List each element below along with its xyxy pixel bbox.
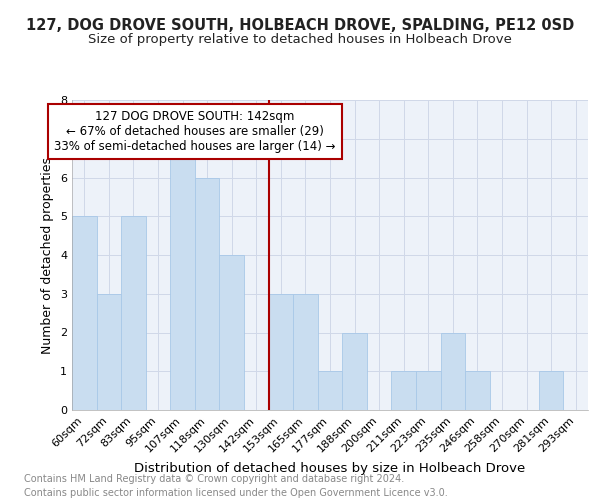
Bar (72, 216, 97, 410)
Bar (465, 371, 490, 410)
Bar (269, 294, 293, 410)
Bar (97, 294, 121, 410)
Text: Contains HM Land Registry data © Crown copyright and database right 2024.
Contai: Contains HM Land Registry data © Crown c… (24, 474, 448, 498)
Y-axis label: Number of detached properties: Number of detached properties (41, 156, 55, 354)
Text: Size of property relative to detached houses in Holbeach Drove: Size of property relative to detached ho… (88, 32, 512, 46)
Bar (539, 371, 563, 410)
Bar (342, 332, 367, 410)
Bar (121, 216, 146, 410)
Bar (440, 332, 465, 410)
Bar (416, 371, 440, 410)
Bar (195, 178, 220, 410)
Text: 127 DOG DROVE SOUTH: 142sqm
← 67% of detached houses are smaller (29)
33% of sem: 127 DOG DROVE SOUTH: 142sqm ← 67% of det… (54, 110, 335, 152)
Text: 127, DOG DROVE SOUTH, HOLBEACH DROVE, SPALDING, PE12 0SD: 127, DOG DROVE SOUTH, HOLBEACH DROVE, SP… (26, 18, 574, 32)
Bar (170, 138, 195, 410)
Bar (293, 294, 318, 410)
Bar (318, 371, 342, 410)
Bar (391, 371, 416, 410)
X-axis label: Distribution of detached houses by size in Holbeach Drove: Distribution of detached houses by size … (134, 462, 526, 475)
Bar (220, 255, 244, 410)
